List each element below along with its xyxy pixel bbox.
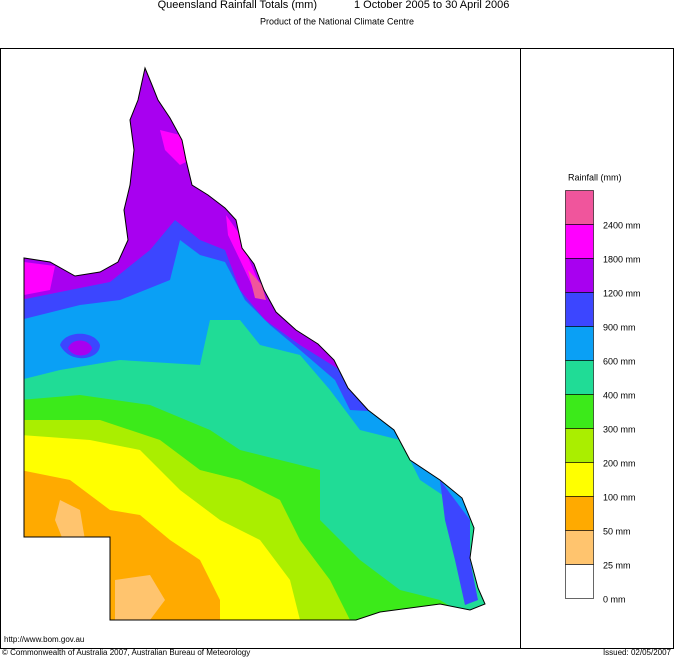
legend-label: 25 mm bbox=[603, 560, 631, 570]
legend-label: 1800 mm bbox=[603, 254, 641, 264]
legend-swatch bbox=[565, 258, 594, 293]
legend-swatch bbox=[565, 428, 594, 463]
legend-swatch bbox=[565, 394, 594, 429]
legend-label: 600 mm bbox=[603, 356, 636, 366]
legend-label: 1200 mm bbox=[603, 288, 641, 298]
footer-url: http://www.bom.gov.au bbox=[4, 635, 84, 644]
legend-label: 2400 mm bbox=[603, 220, 641, 230]
legend-swatch bbox=[565, 224, 594, 259]
legend-label: 300 mm bbox=[603, 424, 636, 434]
legend-label: 0 mm bbox=[603, 594, 626, 604]
legend-label: 50 mm bbox=[603, 526, 631, 536]
legend-swatch bbox=[565, 292, 594, 327]
legend: 2400 mm 1800 mm 1200 mm 900 mm 600 mm 400 mm 3… bbox=[565, 190, 641, 604]
legend-label: 400 mm bbox=[603, 390, 636, 400]
state-outline bbox=[23, 66, 486, 621]
legend-swatch bbox=[565, 462, 594, 497]
legend-swatch bbox=[565, 496, 594, 531]
period: 1 October 2005 to 30 April 2006 bbox=[354, 0, 509, 11]
legend-title: Rainfall (mm) bbox=[568, 172, 622, 182]
legend-swatch bbox=[565, 326, 594, 361]
subtitle: Product of the National Climate Centre bbox=[260, 16, 414, 26]
legend-label: 200 mm bbox=[603, 458, 636, 468]
legend-swatch bbox=[565, 190, 594, 225]
title: Queensland Rainfall Totals (mm) bbox=[158, 0, 317, 11]
footer-issued: Issued: 02/05/2007 bbox=[603, 648, 672, 657]
legend-label: 100 mm bbox=[603, 492, 636, 502]
legend-swatch bbox=[565, 564, 594, 599]
legend-label: 900 mm bbox=[603, 322, 636, 332]
rainfall-map bbox=[24, 68, 485, 620]
legend-swatch bbox=[565, 530, 594, 565]
footer-copyright: © Commonwealth of Australia 2007, Austra… bbox=[2, 648, 250, 657]
legend-swatch bbox=[565, 360, 594, 395]
